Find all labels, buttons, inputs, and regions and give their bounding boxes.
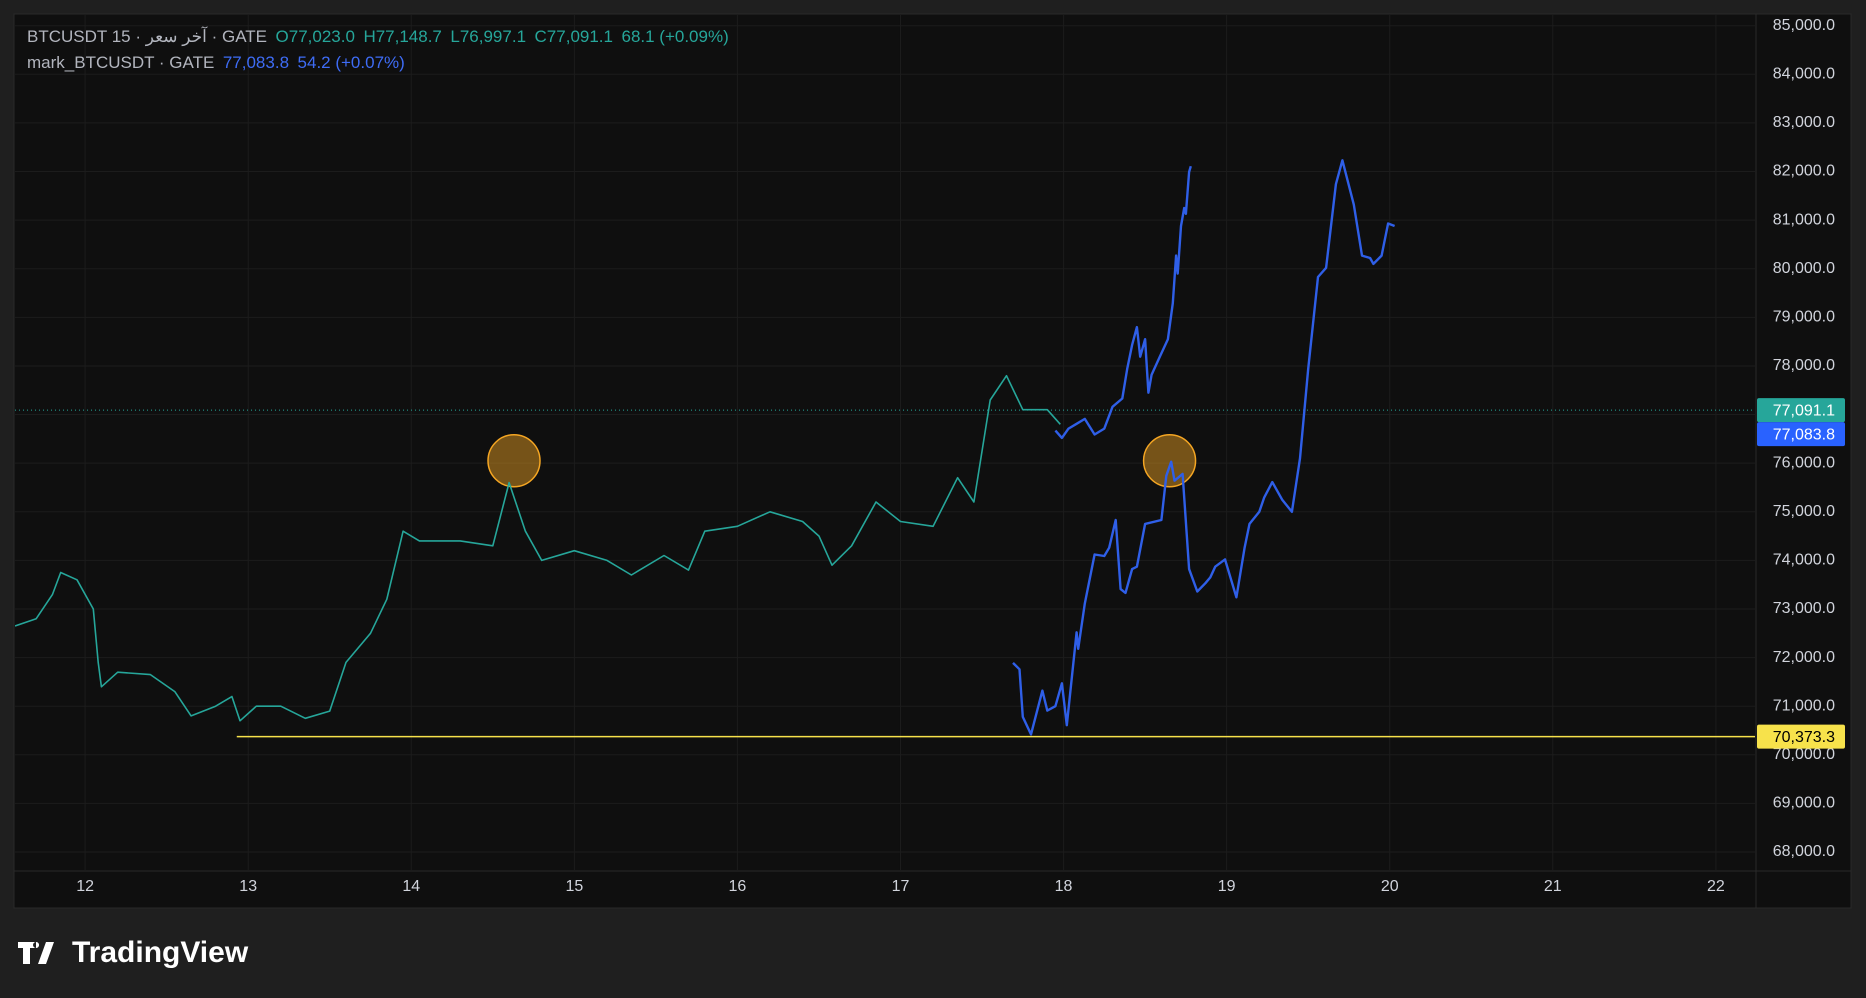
y-tick-label: 76,000.0 bbox=[1773, 454, 1835, 471]
legend-name: mark_BTCUSDT · GATE bbox=[27, 53, 214, 72]
brand-name: TradingView bbox=[72, 936, 249, 969]
y-tick-label: 72,000.0 bbox=[1773, 649, 1835, 666]
price-tag bbox=[1757, 422, 1845, 447]
x-tick-label: 12 bbox=[76, 878, 94, 895]
price-line bbox=[15, 374, 1061, 722]
y-tick-label: 82,000.0 bbox=[1773, 163, 1835, 180]
legend-value: 54.2 (+0.07%) bbox=[298, 53, 405, 72]
price-tag bbox=[1757, 724, 1845, 749]
circle-annotation bbox=[1142, 433, 1197, 488]
price-line bbox=[1054, 165, 1192, 440]
y-tick-label: 83,000.0 bbox=[1773, 114, 1835, 131]
price-tag-label: 77,091.1 bbox=[1773, 402, 1835, 419]
y-tick-label: 75,000.0 bbox=[1773, 503, 1835, 520]
y-tick-label: 73,000.0 bbox=[1773, 600, 1835, 617]
x-tick-label: 19 bbox=[1218, 878, 1236, 895]
chart-panel bbox=[13, 13, 1852, 909]
x-tick-label: 13 bbox=[239, 878, 257, 895]
y-tick-label: 80,000.0 bbox=[1773, 260, 1835, 277]
x-tick-label: 22 bbox=[1707, 878, 1725, 895]
legend-value: O77,023.0 bbox=[276, 27, 355, 46]
legend-value: L76,997.1 bbox=[450, 27, 526, 46]
x-tick-label: 18 bbox=[1055, 878, 1073, 895]
x-tick-label: 20 bbox=[1381, 878, 1399, 895]
x-tick-label: 14 bbox=[402, 878, 420, 895]
circle-annotation bbox=[487, 433, 541, 488]
logo-icon bbox=[18, 942, 54, 964]
y-tick-label: 84,000.0 bbox=[1773, 66, 1835, 83]
legend-row: BTCUSDT 15 · آخر سعر · GATE O77,023.0 H7… bbox=[27, 25, 737, 47]
x-tick-label: 16 bbox=[729, 878, 747, 895]
legend-value: H77,148.7 bbox=[363, 27, 441, 46]
y-tick-label: 81,000.0 bbox=[1773, 211, 1835, 228]
x-tick-label: 17 bbox=[892, 878, 910, 895]
price-tag bbox=[1757, 398, 1845, 423]
legend-value: C77,091.1 bbox=[535, 27, 613, 46]
price-line bbox=[1012, 159, 1396, 736]
y-tick-label: 70,000.0 bbox=[1773, 746, 1835, 763]
plot bbox=[15, 15, 1755, 870]
price-tag-label: 70,373.3 bbox=[1773, 729, 1835, 746]
y-tick-label: 71,000.0 bbox=[1773, 697, 1835, 714]
y-tick-label: 85,000.0 bbox=[1773, 17, 1835, 34]
y-tick-label: 68,000.0 bbox=[1773, 843, 1835, 860]
y-tick-label: 79,000.0 bbox=[1773, 309, 1835, 326]
x-tick-label: 21 bbox=[1544, 878, 1562, 895]
y-tick-label: 78,000.0 bbox=[1773, 357, 1835, 374]
legend-value: 68.1 (+0.09%) bbox=[621, 27, 728, 46]
legend-row: mark_BTCUSDT · GATE 77,083.8 54.2 (+0.07… bbox=[27, 53, 413, 72]
legend-value: 77,083.8 bbox=[223, 53, 289, 72]
price-tag-label: 77,083.8 bbox=[1773, 426, 1835, 443]
x-tick-label: 15 bbox=[565, 878, 583, 895]
y-tick-label: 69,000.0 bbox=[1773, 795, 1835, 812]
legend-name: BTCUSDT 15 · آخر سعر · GATE bbox=[27, 25, 267, 47]
y-tick-label: 74,000.0 bbox=[1773, 552, 1835, 569]
brand-logo: TradingView bbox=[18, 936, 249, 969]
